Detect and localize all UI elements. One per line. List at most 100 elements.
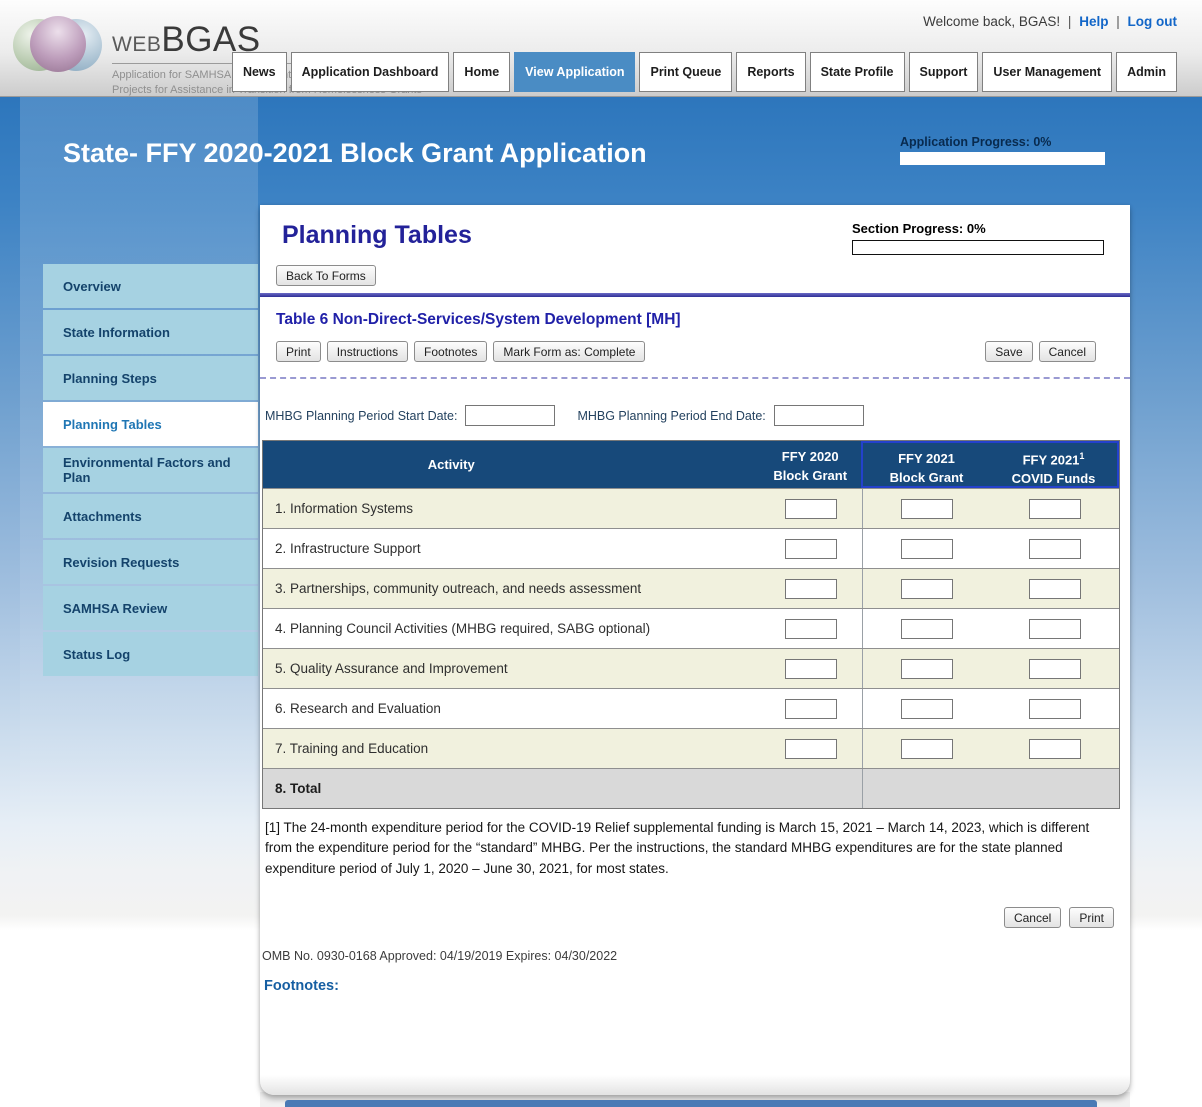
sidebar-item-samhsa-review[interactable]: SAMHSA Review (43, 586, 258, 630)
brand-name: WEBBGAS (112, 20, 261, 59)
omb-approval-text: OMB No. 0930-0168 Approved: 04/19/2019 E… (262, 949, 618, 963)
ffy2021-input[interactable] (900, 738, 953, 759)
activity-label: 1. Information Systems (275, 501, 414, 516)
activity-column-header: Activity (427, 457, 475, 472)
save-toolbar: Save Cancel (985, 341, 1096, 362)
activity-label: 2. Infrastructure Support (275, 541, 421, 556)
table-header-row: Activity FFY 2020 Block Grant FFY 2021 B… (263, 441, 1119, 488)
welcome-text: Welcome back, BGAS! (923, 14, 1061, 29)
ffy2021-input[interactable] (900, 578, 953, 599)
sidebar-item-revision-requests[interactable]: Revision Requests (43, 540, 258, 584)
covid-funds-input[interactable] (1029, 578, 1082, 599)
table-row: 2. Infrastructure Support (263, 528, 1119, 568)
bottom-toolbar: Cancel Print (1003, 907, 1114, 928)
dotted-divider (260, 377, 1130, 379)
sidebar-item-planning-steps[interactable]: Planning Steps (43, 356, 258, 400)
total-row: 8. Total (263, 768, 1119, 808)
page-title: Planning Tables (282, 221, 472, 249)
cancel-button-bottom[interactable]: Cancel (1003, 907, 1062, 928)
footnote-1-marker: 1 (1079, 451, 1085, 461)
end-date-label: MHBG Planning Period End Date: (577, 408, 766, 423)
ffy2020-input[interactable] (784, 698, 837, 719)
footnote-1-text: [1] The 24-month expenditure period for … (265, 820, 1090, 876)
form-toolbar: Print Instructions Footnotes Mark Form a… (276, 341, 646, 362)
ffy2021-bg-column-header: FFY 2021 Block Grant (889, 451, 964, 485)
ffy2020-input[interactable] (784, 658, 837, 679)
table-row: 3. Partnerships, community outreach, and… (263, 568, 1119, 608)
covid-funds-input[interactable] (1029, 738, 1082, 759)
welcome-bar: Welcome back, BGAS! | Help | Log out (923, 14, 1177, 29)
sidebar-item-state-information[interactable]: State Information (43, 310, 258, 354)
ffy2021-input[interactable] (900, 618, 953, 639)
nav-tab-user-management[interactable]: User Management (982, 52, 1113, 92)
instructions-button[interactable]: Instructions (326, 341, 409, 362)
section-progress: Section Progress: 0% (852, 221, 1104, 255)
covid-funds-input[interactable] (1029, 698, 1082, 719)
card-bottom-edge (260, 1075, 1130, 1095)
activity-label: 5. Quality Assurance and Improvement (275, 661, 508, 676)
activity-label: 7. Training and Education (275, 741, 429, 756)
nav-tab-support[interactable]: Support (908, 52, 979, 92)
table-row: 4. Planning Council Activities (MHBG req… (263, 608, 1119, 648)
application-progress-label: Application Progress: 0% (900, 135, 1052, 149)
back-to-forms-button[interactable]: Back To Forms (276, 265, 376, 286)
print-button-bottom[interactable]: Print (1069, 907, 1114, 928)
top-header: WEBBGAS Application for SAMHSA Block Gra… (0, 0, 1202, 97)
start-date-input[interactable] (465, 405, 556, 426)
ffy2020-column-header: FFY 2020 Block Grant (773, 449, 848, 483)
sidebar-item-attachments[interactable]: Attachments (43, 494, 258, 538)
sidebar-item-status-log[interactable]: Status Log (43, 632, 258, 676)
planning-table-6: Activity FFY 2020 Block Grant FFY 2021 B… (262, 440, 1120, 809)
main-nav: News Application Dashboard Home View App… (231, 52, 1177, 92)
ffy2021-column-group: FFY 2021 Block Grant FFY 20211 COVID Fun… (861, 441, 1119, 488)
print-button[interactable]: Print (276, 341, 321, 362)
ffy2020-input[interactable] (784, 618, 837, 639)
nav-tab-print-queue[interactable]: Print Queue (639, 52, 733, 92)
nav-tab-news[interactable]: News (231, 52, 287, 92)
ffy2020-input[interactable] (784, 498, 837, 519)
table-row: 6. Research and Evaluation (263, 688, 1119, 728)
footnotes-button[interactable]: Footnotes (414, 341, 488, 362)
section-sidebar: Overview State Information Planning Step… (43, 264, 258, 678)
ffy2020-input[interactable] (784, 738, 837, 759)
section-divider (260, 293, 1130, 297)
planning-period-row: MHBG Planning Period Start Date: MHBG Pl… (265, 405, 864, 426)
table-row: 1. Information Systems (263, 488, 1119, 528)
nav-tab-state-profile[interactable]: State Profile (809, 52, 905, 92)
ffy2021-input[interactable] (900, 538, 953, 559)
mark-complete-button[interactable]: Mark Form as: Complete (493, 341, 646, 362)
ffy2020-input[interactable] (784, 538, 837, 559)
covid-funds-input[interactable] (1029, 618, 1082, 639)
nav-tab-home[interactable]: Home (453, 52, 511, 92)
help-link[interactable]: Help (1079, 14, 1109, 29)
ffy2021-input[interactable] (900, 498, 953, 519)
ffy2021-input[interactable] (900, 658, 953, 679)
ffy2020-input[interactable] (784, 578, 837, 599)
ffy2021-covid-column-header: FFY 20211 COVID Funds (1011, 451, 1096, 487)
section-progress-label: Section Progress: 0% (852, 221, 986, 236)
webbgas-logo-icon (13, 16, 103, 74)
ffy2021-input[interactable] (900, 698, 953, 719)
sidebar-item-overview[interactable]: Overview (43, 264, 258, 308)
save-button[interactable]: Save (985, 341, 1033, 362)
footnotes-heading: Footnotes: (264, 978, 339, 994)
covid-funds-input[interactable] (1029, 498, 1082, 519)
nav-tab-view-application[interactable]: View Application (514, 52, 636, 92)
start-date-label: MHBG Planning Period Start Date: (265, 408, 458, 423)
application-progress: Application Progress: 0% (900, 135, 1105, 165)
sidebar-item-environmental-factors[interactable]: Environmental Factors and Plan (43, 448, 258, 492)
cancel-button[interactable]: Cancel (1038, 341, 1096, 362)
activity-label: 4. Planning Council Activities (MHBG req… (275, 621, 651, 636)
nav-tab-application-dashboard[interactable]: Application Dashboard (290, 52, 450, 92)
nav-tab-admin[interactable]: Admin (1116, 52, 1177, 92)
sidebar-item-planning-tables[interactable]: Planning Tables (43, 402, 258, 446)
end-date-input[interactable] (773, 405, 864, 426)
activity-label: 6. Research and Evaluation (275, 701, 441, 716)
covid-funds-input[interactable] (1029, 538, 1082, 559)
covid-funds-input[interactable] (1029, 658, 1082, 679)
nav-tab-reports[interactable]: Reports (736, 52, 806, 92)
globe-icon (30, 16, 86, 72)
logout-link[interactable]: Log out (1127, 14, 1177, 29)
footer-bar (285, 1100, 1097, 1107)
